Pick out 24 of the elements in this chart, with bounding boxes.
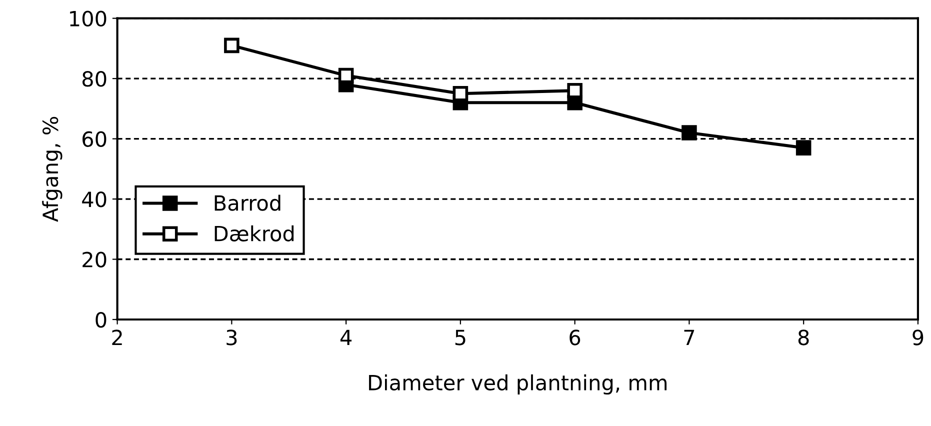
x-tick-label: 9 <box>912 330 924 346</box>
x-tick-label: 3 <box>226 330 237 346</box>
y-tick-label: 20 <box>82 252 106 268</box>
y-axis-title: Afgang, % <box>42 116 62 222</box>
point <box>338 68 354 84</box>
x-axis-title: Diameter ved plantning, mm <box>369 374 667 395</box>
x-tick-label: 7 <box>684 330 694 346</box>
y-tick-label: 60 <box>82 131 106 147</box>
point <box>567 82 582 98</box>
y-tick-label: 100 <box>70 10 106 27</box>
point <box>682 125 697 140</box>
y-tick-label: 0 <box>96 312 106 328</box>
point <box>796 140 812 156</box>
y-tick-label: 40 <box>82 191 106 208</box>
x-tick-label: 5 <box>455 330 466 346</box>
x-tick-label: 2 <box>112 330 122 346</box>
y-tick-label: 80 <box>82 71 106 87</box>
x-tick-label: 8 <box>798 330 809 346</box>
x-tick-label: 6 <box>570 330 580 346</box>
point <box>452 86 468 102</box>
point <box>224 38 240 54</box>
legend-label: Barrod <box>214 194 280 211</box>
legend-label: Dækrod <box>214 225 294 242</box>
x-tick-label: 4 <box>340 330 352 346</box>
